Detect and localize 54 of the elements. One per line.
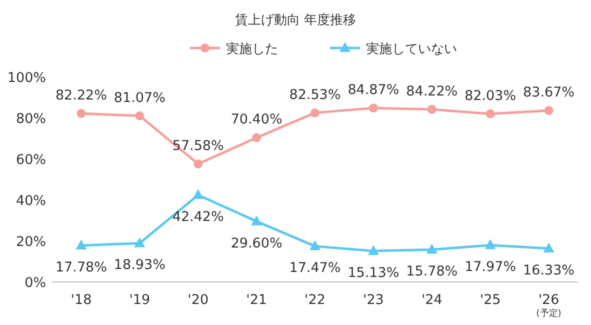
- y-tick-label: 0%: [24, 275, 46, 291]
- y-tick-label: 20%: [16, 234, 46, 250]
- chart-title: 賃上げ動向 年度推移: [234, 12, 356, 28]
- data-label: 81.07%: [114, 90, 166, 106]
- point: [252, 133, 262, 142]
- point: [76, 108, 86, 118]
- point: [484, 239, 496, 250]
- data-label: 17.97%: [464, 259, 516, 276]
- data-label: 29.60%: [230, 235, 282, 252]
- y-tick-label: 40%: [16, 193, 46, 209]
- data-label: 84.87%: [348, 82, 400, 98]
- point: [135, 111, 144, 120]
- data-label: 15.78%: [406, 264, 458, 280]
- legend-label: 実施した: [226, 41, 278, 57]
- data-label: 84.22%: [406, 83, 458, 100]
- data-label: 15.13%: [348, 264, 400, 281]
- x-tick-label: '25: [480, 292, 501, 308]
- point: [310, 108, 320, 118]
- data-label: 57.58%: [172, 138, 224, 154]
- point: [368, 244, 379, 255]
- data-label: 82.22%: [55, 87, 108, 104]
- data-label: 82.53%: [289, 86, 341, 103]
- legend-label: 実施していない: [366, 41, 457, 57]
- data-label: 83.67%: [523, 84, 575, 100]
- y-tick-label: 60%: [16, 152, 46, 168]
- x-tick-label: '19: [129, 292, 150, 308]
- point: [134, 237, 146, 248]
- x-tick-label: '21: [246, 292, 267, 308]
- point: [76, 240, 87, 250]
- point: [310, 240, 320, 250]
- point: [251, 215, 262, 226]
- point: [543, 242, 554, 253]
- data-label: 42.42%: [172, 209, 224, 226]
- y-tick-label: 100%: [7, 70, 46, 86]
- x-tick-label: '20: [188, 292, 209, 308]
- point: [426, 244, 438, 254]
- point: [427, 104, 436, 114]
- data-label: 70.40%: [230, 112, 282, 128]
- x-tick-label: '22: [304, 292, 326, 308]
- y-tick-label: 80%: [16, 111, 46, 127]
- point: [192, 189, 204, 200]
- data-label: 82.03%: [464, 88, 516, 104]
- point: [194, 159, 203, 168]
- x-tick-label: '23: [363, 292, 384, 308]
- x-tick-label: '26 (予定): [536, 292, 562, 319]
- point: [368, 104, 378, 113]
- point: [544, 106, 554, 115]
- data-label: 16.33%: [523, 262, 575, 279]
- data-label: 17.47%: [289, 260, 341, 276]
- data-label: 17.78%: [55, 260, 108, 276]
- data-label: 18.93%: [114, 257, 166, 274]
- x-tick-label: '18: [70, 292, 92, 308]
- x-tick-label: '24: [421, 292, 442, 308]
- point: [486, 109, 495, 118]
